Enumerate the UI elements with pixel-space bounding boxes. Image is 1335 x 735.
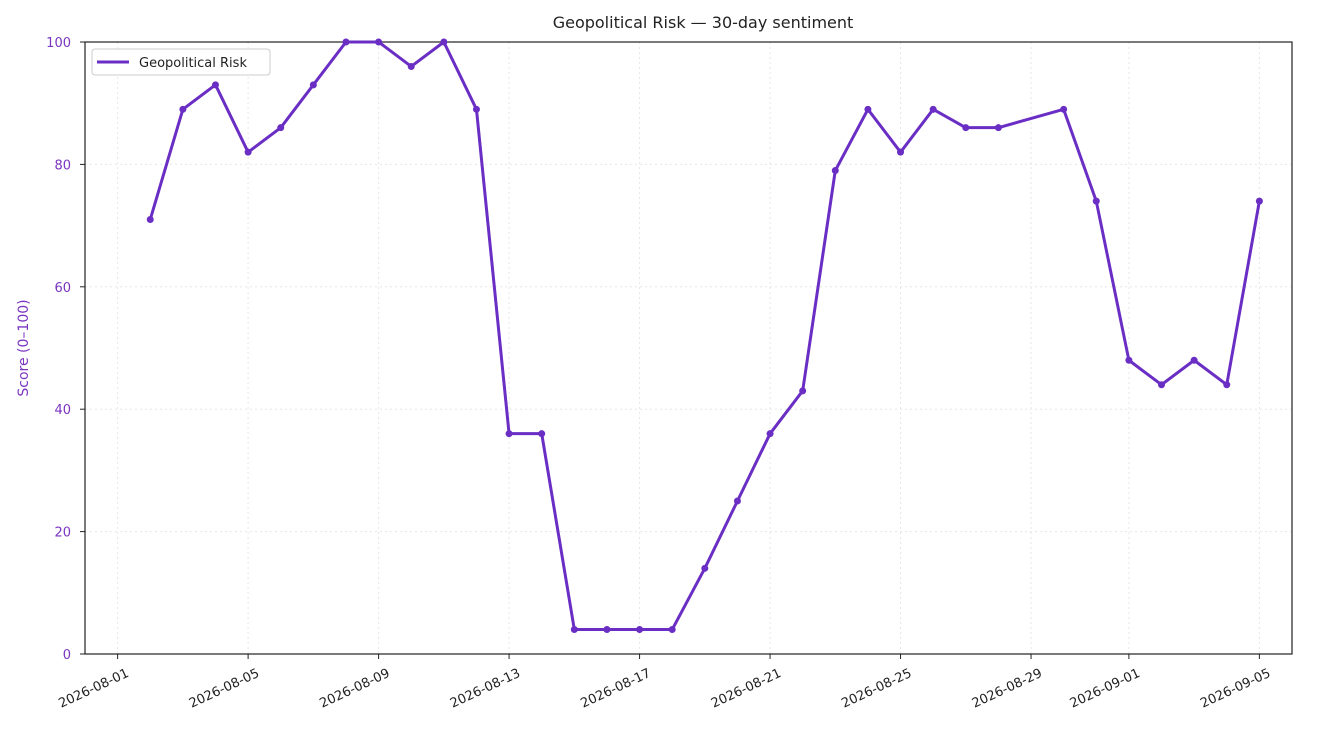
data-point bbox=[929, 105, 937, 113]
data-point bbox=[603, 626, 611, 634]
x-tick-label: 2026-09-05 bbox=[1198, 666, 1273, 712]
y-tick-label: 80 bbox=[54, 158, 71, 173]
data-point bbox=[505, 430, 513, 438]
data-point bbox=[701, 564, 709, 572]
series-line bbox=[148, 40, 1261, 632]
data-point bbox=[179, 105, 187, 113]
data-point bbox=[342, 38, 350, 46]
data-point bbox=[799, 387, 807, 395]
data-point bbox=[994, 124, 1002, 132]
data-point bbox=[375, 38, 383, 46]
y-tick-label: 60 bbox=[54, 281, 71, 296]
x-tick-label: 2026-08-21 bbox=[709, 666, 784, 712]
data-point bbox=[962, 124, 970, 132]
data-point bbox=[1158, 381, 1166, 389]
data-point bbox=[407, 62, 415, 70]
x-tick-label: 2026-08-01 bbox=[56, 666, 131, 712]
data-point bbox=[211, 81, 219, 89]
x-tick-label: 2026-09-01 bbox=[1068, 666, 1143, 712]
legend: Geopolitical Risk bbox=[91, 48, 271, 76]
y-tick-label: 100 bbox=[46, 36, 71, 51]
x-tick-label: 2026-08-13 bbox=[448, 666, 523, 712]
chart-title: Geopolitical Risk — 30-day sentiment bbox=[553, 13, 854, 32]
data-point bbox=[766, 430, 774, 438]
data-point bbox=[244, 148, 252, 156]
data-point bbox=[472, 105, 480, 113]
data-point bbox=[1125, 356, 1133, 364]
data-point bbox=[146, 215, 154, 223]
x-tick-label: 2026-08-25 bbox=[839, 666, 914, 712]
data-point bbox=[277, 124, 285, 132]
y-tick-label: 40 bbox=[54, 403, 71, 418]
data-point bbox=[440, 38, 448, 46]
x-tick-label: 2026-08-29 bbox=[970, 666, 1045, 712]
data-point bbox=[1190, 356, 1198, 364]
data-point bbox=[1092, 197, 1100, 205]
data-point bbox=[733, 497, 741, 505]
data-point bbox=[1060, 105, 1068, 113]
y-tick-label: 20 bbox=[54, 526, 71, 541]
plot-frame bbox=[84, 41, 1293, 655]
data-point bbox=[1255, 197, 1263, 205]
data-point bbox=[636, 626, 644, 634]
legend-label: Geopolitical Risk bbox=[139, 56, 247, 71]
data-point bbox=[538, 430, 546, 438]
data-point bbox=[1223, 381, 1231, 389]
data-point bbox=[668, 626, 676, 634]
y-tick-label: 0 bbox=[63, 648, 71, 663]
x-tick-label: 2026-08-17 bbox=[578, 666, 653, 712]
data-point bbox=[831, 167, 839, 175]
data-point bbox=[897, 148, 905, 156]
data-point bbox=[309, 81, 317, 89]
legend-box bbox=[91, 48, 271, 76]
y-axis-label: Score (0–100) bbox=[16, 299, 32, 396]
data-point bbox=[570, 626, 578, 634]
data-point bbox=[864, 105, 872, 113]
x-tick-label: 2026-08-09 bbox=[317, 666, 392, 712]
x-tick-label: 2026-08-05 bbox=[187, 666, 262, 712]
